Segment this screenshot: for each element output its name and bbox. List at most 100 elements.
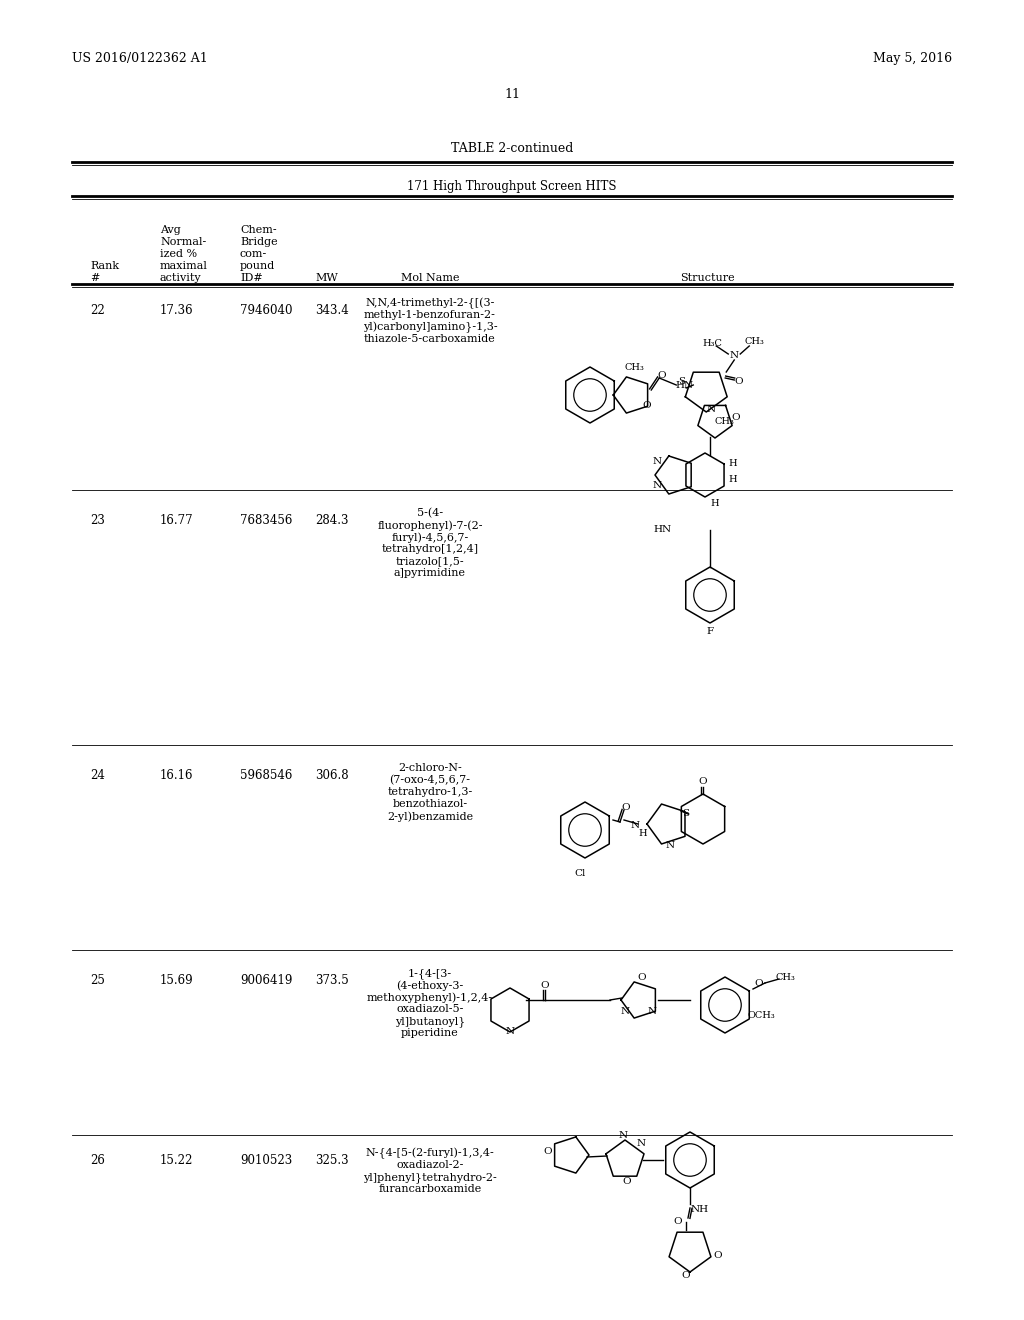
Text: CH₃: CH₃ [775, 973, 795, 982]
Text: Bridge: Bridge [240, 238, 278, 247]
Text: O: O [732, 413, 740, 422]
Text: oxadiazol-2-: oxadiazol-2- [396, 1160, 464, 1170]
Text: N: N [730, 351, 738, 360]
Text: O: O [682, 1271, 690, 1280]
Text: O: O [623, 1177, 632, 1187]
Text: 5-(4-: 5-(4- [417, 508, 443, 519]
Text: 306.8: 306.8 [315, 770, 348, 781]
Text: 284.3: 284.3 [315, 513, 348, 527]
Text: N: N [652, 480, 662, 490]
Text: thiazole-5-carboxamide: thiazole-5-carboxamide [365, 334, 496, 345]
Text: HN: HN [654, 525, 672, 535]
Text: N: N [631, 821, 640, 830]
Text: H: H [729, 458, 737, 467]
Text: tetrahydro-1,3-: tetrahydro-1,3- [387, 787, 473, 797]
Text: CH₃: CH₃ [715, 417, 734, 426]
Text: H₃C: H₃C [702, 339, 722, 348]
Text: H: H [639, 829, 647, 838]
Text: 23: 23 [90, 513, 104, 527]
Text: 1-{4-[3-: 1-{4-[3- [408, 968, 452, 979]
Text: 16.16: 16.16 [160, 770, 194, 781]
Text: O: O [642, 400, 650, 409]
Text: US 2016/0122362 A1: US 2016/0122362 A1 [72, 51, 208, 65]
Text: CH₃: CH₃ [744, 338, 764, 346]
Text: 26: 26 [90, 1154, 104, 1167]
Text: 16.77: 16.77 [160, 513, 194, 527]
Text: S: S [678, 378, 685, 387]
Text: TABLE 2-continued: TABLE 2-continued [451, 143, 573, 154]
Text: Normal-: Normal- [160, 238, 206, 247]
Text: #: # [90, 273, 99, 282]
Text: 22: 22 [90, 304, 104, 317]
Text: ID#: ID# [240, 273, 263, 282]
Text: HN: HN [675, 380, 693, 389]
Text: H: H [729, 475, 737, 484]
Text: methoxyphenyl)-1,2,4-: methoxyphenyl)-1,2,4- [367, 993, 494, 1003]
Text: N: N [666, 842, 675, 850]
Text: 5968546: 5968546 [240, 770, 293, 781]
Text: activity: activity [160, 273, 202, 282]
Text: O: O [657, 371, 666, 380]
Text: pound: pound [240, 261, 275, 271]
Text: furancarboxamide: furancarboxamide [379, 1184, 481, 1195]
Text: ized %: ized % [160, 249, 198, 259]
Text: triazolo[1,5-: triazolo[1,5- [395, 556, 464, 566]
Text: O: O [622, 804, 631, 813]
Text: OCH₃: OCH₃ [748, 1011, 775, 1019]
Text: Avg: Avg [160, 224, 181, 235]
Text: 171 High Throughput Screen HITS: 171 High Throughput Screen HITS [408, 180, 616, 193]
Text: 17.36: 17.36 [160, 304, 194, 317]
Text: 7946040: 7946040 [240, 304, 293, 317]
Text: (4-ethoxy-3-: (4-ethoxy-3- [396, 979, 464, 990]
Text: yl)carbonyl]amino}-1,3-: yl)carbonyl]amino}-1,3- [362, 322, 498, 334]
Text: piperidine: piperidine [401, 1028, 459, 1038]
Text: methyl-1-benzofuran-2-: methyl-1-benzofuran-2- [365, 310, 496, 319]
Text: O: O [734, 378, 742, 387]
Text: oxadiazol-5-: oxadiazol-5- [396, 1005, 464, 1014]
Text: (7-oxo-4,5,6,7-: (7-oxo-4,5,6,7- [389, 775, 470, 785]
Text: furyl)-4,5,6,7-: furyl)-4,5,6,7- [391, 532, 469, 543]
Text: O: O [714, 1251, 722, 1261]
Text: S: S [682, 809, 689, 818]
Text: O: O [541, 982, 549, 990]
Text: O: O [674, 1217, 682, 1226]
Text: com-: com- [240, 249, 267, 259]
Text: 15.22: 15.22 [160, 1154, 194, 1167]
Text: H: H [711, 499, 719, 507]
Text: benzothiazol-: benzothiazol- [392, 799, 468, 809]
Text: 25: 25 [90, 974, 104, 987]
Text: N: N [506, 1027, 515, 1036]
Text: MW: MW [315, 273, 338, 282]
Text: 373.5: 373.5 [315, 974, 349, 987]
Text: O: O [638, 974, 646, 982]
Text: O: O [698, 776, 708, 785]
Text: 9010523: 9010523 [240, 1154, 292, 1167]
Text: N,N,4-trimethyl-2-{[(3-: N,N,4-trimethyl-2-{[(3- [366, 298, 495, 309]
Text: 2-chloro-N-: 2-chloro-N- [398, 763, 462, 774]
Text: N-{4-[5-(2-furyl)-1,3,4-: N-{4-[5-(2-furyl)-1,3,4- [366, 1148, 495, 1159]
Text: Cl: Cl [574, 870, 586, 879]
Text: Structure: Structure [680, 273, 734, 282]
Text: F: F [707, 627, 714, 635]
Text: NH: NH [691, 1205, 709, 1214]
Text: maximal: maximal [160, 261, 208, 271]
Text: fluorophenyl)-7-(2-: fluorophenyl)-7-(2- [377, 520, 482, 531]
Text: 7683456: 7683456 [240, 513, 293, 527]
Text: yl]butanoyl}: yl]butanoyl} [395, 1016, 465, 1027]
Text: 9006419: 9006419 [240, 974, 293, 987]
Text: 11: 11 [504, 88, 520, 102]
Text: May 5, 2016: May 5, 2016 [872, 51, 952, 65]
Text: N: N [637, 1139, 645, 1148]
Text: a]pyrimidine: a]pyrimidine [394, 568, 466, 578]
Text: N: N [652, 457, 662, 466]
Text: N: N [707, 405, 716, 414]
Text: 24: 24 [90, 770, 104, 781]
Text: N: N [647, 1007, 656, 1016]
Text: 15.69: 15.69 [160, 974, 194, 987]
Text: CH₃: CH₃ [625, 363, 644, 371]
Text: Mol Name: Mol Name [400, 273, 459, 282]
Text: tetrahydro[1,2,4]: tetrahydro[1,2,4] [381, 544, 478, 554]
Text: 325.3: 325.3 [315, 1154, 348, 1167]
Text: O: O [544, 1147, 552, 1156]
Text: N: N [621, 1007, 630, 1016]
